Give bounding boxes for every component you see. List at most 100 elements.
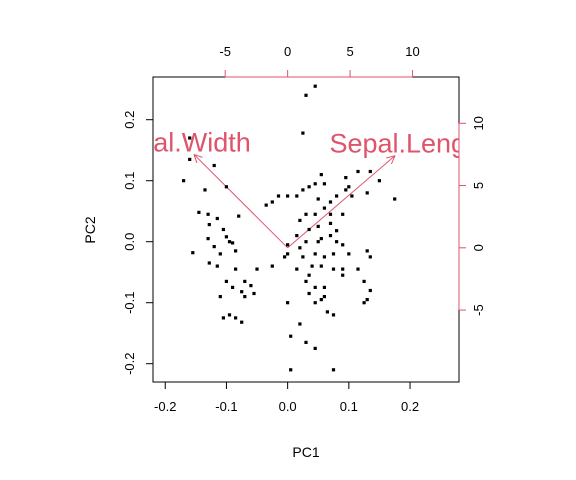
- score-point: [393, 197, 397, 201]
- score-point: [255, 267, 259, 271]
- score-point: [298, 246, 302, 250]
- score-point: [313, 346, 317, 350]
- score-point: [286, 243, 290, 247]
- y-axis-left: -0.2 -0.1 0.0 0.1 0.2: [122, 111, 154, 375]
- score-point: [224, 235, 228, 239]
- right-tick-label: 10: [471, 116, 486, 130]
- score-point: [215, 216, 219, 221]
- y-tick-label: 0.2: [122, 111, 137, 129]
- score-point: [319, 237, 323, 241]
- score-point: [362, 301, 366, 305]
- score-point: [313, 285, 317, 289]
- score-point: [283, 255, 287, 259]
- score-point: [231, 285, 235, 289]
- score-point: [301, 131, 305, 135]
- score-point: [316, 240, 320, 244]
- score-point: [368, 255, 372, 259]
- score-point: [264, 203, 268, 207]
- score-point: [224, 279, 228, 283]
- score-point: [270, 264, 274, 268]
- score-point: [356, 169, 360, 174]
- score-point: [328, 212, 333, 216]
- score-point: [319, 298, 323, 302]
- score-point: [243, 279, 247, 283]
- y-axis-label: PC2: [82, 216, 98, 243]
- score-point: [227, 240, 232, 244]
- score-point: [304, 240, 308, 244]
- loading-arrow-line: [193, 154, 288, 249]
- score-point: [341, 212, 345, 216]
- score-point: [207, 261, 211, 265]
- top-tick-label: -5: [219, 44, 231, 59]
- top-tick-label: 0: [284, 44, 291, 59]
- score-point: [316, 224, 320, 228]
- score-point: [301, 188, 305, 192]
- right-tick-label: -5: [471, 304, 486, 316]
- score-point: [182, 179, 186, 183]
- score-point: [335, 194, 339, 198]
- top-tick-label: 5: [346, 44, 353, 59]
- score-point: [313, 252, 317, 256]
- score-point: [286, 301, 290, 305]
- score-point: [188, 136, 192, 140]
- y-axis-right-secondary: -5 0 5 10: [458, 116, 486, 316]
- score-point: [218, 295, 222, 299]
- score-point: [304, 279, 308, 283]
- score-point: [212, 163, 216, 168]
- loading-arrow-head: [193, 153, 203, 158]
- x-tick-label: 0.2: [401, 399, 419, 414]
- score-point: [316, 197, 320, 201]
- score-point: [276, 194, 281, 198]
- loading-arrow-label: Sepal.Length: [329, 129, 488, 159]
- loading-arrow-head: [390, 155, 396, 165]
- score-point: [347, 185, 351, 189]
- score-point: [218, 252, 222, 256]
- score-point: [328, 221, 333, 225]
- score-point: [322, 255, 326, 259]
- score-point: [215, 264, 219, 268]
- y-tick-label: -0.1: [122, 291, 137, 313]
- y-tick-label: 0.0: [122, 233, 137, 251]
- score-point: [341, 273, 345, 277]
- score-point: [304, 212, 308, 216]
- score-point: [368, 169, 372, 174]
- score-point: [307, 185, 311, 189]
- score-point: [365, 191, 369, 195]
- score-point: [227, 313, 232, 317]
- score-point: [313, 212, 317, 216]
- score-point: [328, 234, 333, 238]
- score-point: [335, 240, 339, 244]
- score-point: [310, 264, 314, 268]
- score-point: [188, 157, 192, 161]
- x-axis-top-secondary: -5 0 5 10: [219, 44, 420, 78]
- score-point: [224, 185, 228, 189]
- score-point: [197, 210, 201, 214]
- score-point: [289, 334, 293, 338]
- score-point: [298, 218, 302, 222]
- score-point: [347, 252, 351, 256]
- x-tick-label: -0.2: [154, 399, 176, 414]
- score-point: [307, 227, 311, 232]
- score-point: [286, 194, 290, 198]
- score-point: [243, 295, 247, 299]
- score-point: [365, 249, 369, 253]
- score-point: [368, 288, 372, 293]
- score-point: [331, 252, 336, 256]
- top-tick-label: 10: [405, 44, 419, 59]
- score-point: [240, 320, 244, 324]
- score-point: [331, 313, 336, 317]
- score-point: [344, 176, 348, 180]
- right-tick-label: 5: [471, 182, 486, 189]
- score-point: [341, 243, 345, 247]
- score-point: [234, 267, 238, 271]
- score-point: [350, 194, 354, 198]
- score-points: [182, 84, 397, 372]
- x-axis-bottom: -0.2 -0.1 0.0 0.1 0.2: [154, 381, 419, 414]
- x-tick-label: -0.1: [215, 399, 237, 414]
- score-point: [270, 200, 274, 204]
- score-point: [221, 227, 225, 232]
- x-tick-label: 0.0: [279, 399, 297, 414]
- score-point: [234, 249, 238, 253]
- score-point: [295, 234, 299, 238]
- score-point: [252, 291, 256, 296]
